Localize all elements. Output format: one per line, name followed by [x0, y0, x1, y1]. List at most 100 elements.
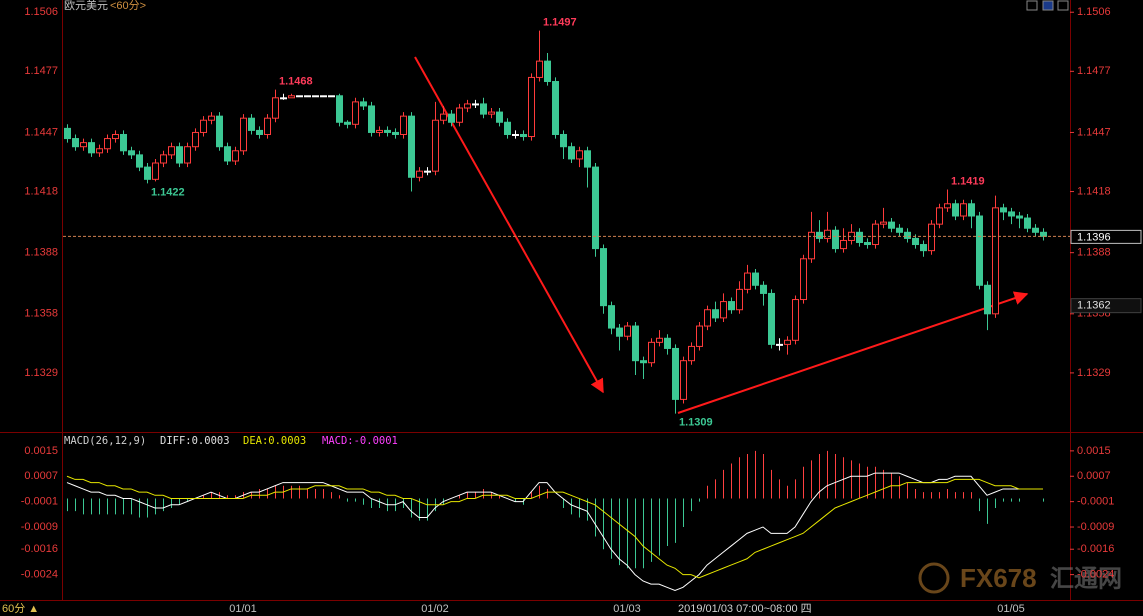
candle-body: [432, 119, 439, 172]
candle-body: [272, 97, 279, 119]
icon[interactable]: [1057, 0, 1069, 11]
candle-body: [184, 146, 191, 164]
y-tick-label: 0.0015: [24, 445, 58, 457]
candle-body: [296, 95, 303, 98]
candle-body: [576, 150, 583, 160]
candle-body: [336, 95, 343, 123]
candle-body: [632, 325, 639, 362]
candle-body: [304, 95, 311, 98]
watermark: FX678 汇通网: [918, 562, 1122, 594]
y-tick-label: 1.1418: [24, 185, 58, 197]
candle-body: [528, 76, 535, 138]
y-tick-label-right: -0.0024: [1077, 569, 1114, 581]
candle-body: [824, 229, 831, 239]
candle-body: [872, 223, 879, 246]
candle-body: [672, 347, 679, 400]
trend-arrow: [677, 291, 1029, 414]
chart-title: 欧元美元: [64, 0, 108, 12]
candle-body: [792, 299, 799, 341]
high-label: 1.1497: [543, 16, 577, 28]
candle-body: [472, 103, 479, 106]
candle-body: [760, 284, 767, 294]
candle-body: [280, 97, 287, 100]
candle-body: [952, 203, 959, 217]
candle-body: [728, 301, 735, 311]
candle-body: [208, 115, 215, 121]
candle-body: [344, 121, 351, 125]
candle-body: [536, 60, 543, 78]
candle-body: [496, 111, 503, 123]
candle-body: [1008, 211, 1015, 217]
low-label: 1.1309: [679, 417, 713, 429]
period: <60分>: [110, 0, 146, 12]
watermark-text: 汇通网: [1050, 565, 1122, 592]
y-tick-label: 1.1477: [24, 65, 58, 77]
y-tick-label-right: 0.0015: [1077, 445, 1111, 457]
toolbar-icons[interactable]: [1026, 0, 1069, 11]
candle-body: [136, 154, 143, 168]
y-tick-label-right: 1.1418: [1077, 185, 1111, 197]
candle-body: [704, 309, 711, 327]
candle-body: [936, 207, 943, 225]
cursor-time: 2019/01/03 07:00~08:00 四: [678, 603, 812, 615]
candle-body: [928, 223, 935, 252]
candle-body: [248, 117, 255, 131]
candle-body: [864, 241, 871, 246]
cursor-price-box: [1070, 298, 1142, 314]
candle-body: [160, 154, 167, 164]
candle-body: [992, 207, 999, 315]
icon[interactable]: [1026, 0, 1038, 11]
candle-body: [720, 301, 727, 319]
candle-body: [624, 325, 631, 337]
candle-body: [80, 142, 87, 148]
candle-body: [664, 337, 671, 349]
candle-body: [688, 345, 695, 362]
candle-body: [568, 146, 575, 160]
candle-body: [96, 148, 103, 154]
candle-body: [88, 142, 95, 154]
candle-body: [72, 138, 79, 148]
y-tick-label: -0.0001: [21, 496, 58, 508]
candle-body: [152, 162, 159, 180]
candle-body: [944, 203, 951, 209]
watermark-logo: [918, 562, 950, 594]
candle-body: [912, 237, 919, 246]
x-tick-label: 01/05: [997, 603, 1025, 615]
candle-body: [1024, 217, 1031, 229]
macd-readout: DIFF:0.0003: [160, 435, 230, 447]
candle-body: [776, 343, 783, 346]
candle-body: [168, 146, 175, 156]
candle-body: [120, 133, 127, 152]
candle-body: [64, 127, 71, 140]
candle-body: [216, 115, 223, 148]
y-tick-label: 0.0007: [24, 470, 58, 482]
candle-body: [784, 339, 791, 345]
macd-readout: MACD:-0.0001: [322, 435, 398, 447]
y-tick-label: -0.0024: [21, 569, 58, 581]
candle-body: [616, 327, 623, 337]
candle-body: [696, 325, 703, 347]
y-tick-label: 1.1329: [24, 367, 58, 379]
period-label: 60分 ▲: [2, 602, 39, 615]
candle-body: [448, 113, 455, 123]
candle-body: [480, 103, 487, 115]
y-tick-label: 1.1447: [24, 126, 58, 138]
candle-body: [112, 133, 119, 140]
candle-body: [888, 221, 895, 229]
candle-body: [440, 113, 447, 121]
candle-body: [744, 272, 751, 290]
candle-body: [736, 288, 743, 311]
y-tick-label-right: -0.0016: [1077, 543, 1114, 555]
candle-body: [328, 95, 335, 98]
macd-line: [66, 475, 1043, 579]
macd-readout: DEA:0.0003: [243, 435, 306, 447]
candle-body: [840, 239, 847, 250]
candle-body: [648, 341, 655, 364]
candle-body: [416, 170, 423, 178]
icon[interactable]: [1042, 0, 1054, 11]
candle-body: [376, 129, 383, 133]
candle-body: [680, 360, 687, 400]
candle-body: [1032, 227, 1039, 233]
